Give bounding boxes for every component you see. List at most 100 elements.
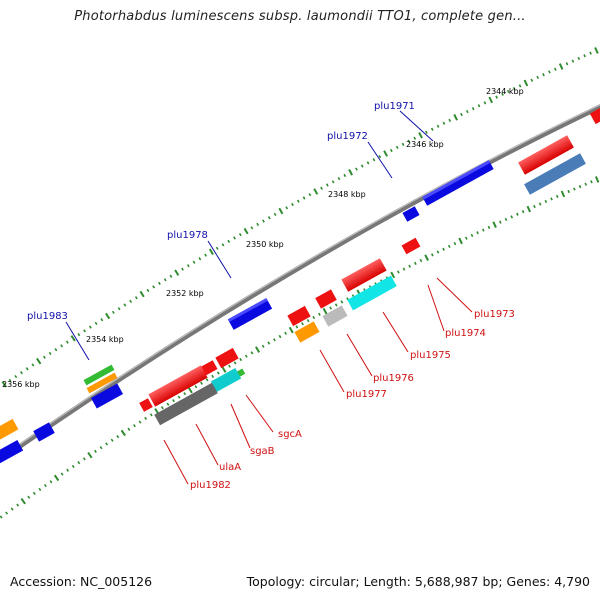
outer-major-tick [243,227,249,235]
gene-small-forward-1[interactable] [402,206,420,222]
outer-minor-tick [518,84,522,88]
callout-lines [65,110,473,485]
inner-minor-tick [481,228,485,232]
outer-minor-tick [430,127,434,131]
outer-minor-tick [262,219,265,223]
inner-major-tick [187,386,193,394]
inner-minor-tick [555,194,559,199]
inner-major-tick [221,366,227,373]
gene-plu1983-feature[interactable] [90,383,124,409]
inner-minor-tick [38,487,42,492]
inner-minor-tick [127,427,131,431]
inner-major-tick [87,451,93,459]
gene-label-plu1974[interactable]: plu1974 [445,328,486,339]
gene-plu1973-feature[interactable] [401,237,421,255]
outer-minor-tick [192,260,196,264]
gene-label-plu1983[interactable]: plu1983 [27,311,68,322]
outer-minor-tick [366,161,370,165]
gene-orange-forward[interactable] [86,372,118,394]
outer-minor-tick [308,193,312,197]
gene-steelblue-topright[interactable] [524,153,586,195]
outer-minor-tick [401,142,405,146]
outer-minor-tick [14,374,18,379]
outer-major-tick [558,63,564,70]
gene-plu1975-feature[interactable] [341,258,387,292]
map-title: Photorhabdus luminescens subsp. laumondi… [74,9,526,24]
inner-minor-tick [470,233,474,238]
outer-minor-tick [233,236,236,240]
inner-minor-tick [464,236,468,240]
outer-minor-tick [436,124,440,128]
gene-red-tiny[interactable] [139,398,153,412]
gene-plu1974-feature[interactable] [347,275,397,311]
gene-red-topright[interactable] [518,135,574,175]
gene-plu1978-feature[interactable] [227,298,273,330]
inner-tick-marks [0,176,600,519]
inner-major-tick [53,474,60,482]
outer-minor-tick [343,173,347,178]
inner-minor-tick [521,210,525,214]
outer-major-tick [313,188,319,195]
gene-label-plu1977[interactable]: plu1977 [346,389,387,400]
inner-minor-tick [228,364,231,368]
gene-label-plu1976[interactable]: plu1976 [373,373,414,384]
gene-label-plu1972[interactable]: plu1972 [327,131,368,142]
gene-plu1971-feature[interactable] [422,160,494,206]
outer-major-tick [174,269,180,276]
gene-gray-small[interactable] [322,305,348,327]
outer-minor-tick [395,145,399,149]
outer-major-tick [453,114,458,121]
gene-label-plu1971[interactable]: plu1971 [374,101,415,112]
gene-green-forward[interactable] [83,364,115,386]
outer-major-tick [523,79,529,87]
outer-minor-tick [48,351,52,356]
inner-minor-tick [250,351,254,355]
gene-ulaA-feature[interactable] [154,382,218,426]
gene-plu1977-feature[interactable] [294,321,320,343]
inner-minor-tick [183,392,187,396]
inner-minor-tick [487,225,491,230]
outer-minor-tick [111,310,115,314]
outer-minor-tick [302,196,306,200]
inner-minor-tick [504,217,508,222]
inner-minor-tick [318,312,321,316]
gene-sgcA-feature[interactable] [215,347,239,369]
inner-minor-tick [312,315,316,320]
outer-major-tick [418,131,423,139]
outer-minor-tick [495,95,498,99]
gene-blue-edge[interactable] [0,439,24,465]
gene-label-plu1982[interactable]: plu1982 [190,480,231,491]
outer-minor-tick [589,51,592,55]
inner-minor-tick [430,253,434,257]
inner-minor-tick [267,341,271,345]
gene-sgaB-feature[interactable] [210,367,242,393]
gene-orange-edge[interactable] [0,418,19,442]
gene-plu1976-feature[interactable] [315,289,337,309]
gene-label-ulaA[interactable]: ulaA [219,462,241,473]
gene-red-mid[interactable] [200,360,218,376]
gene-red-small-2[interactable] [287,305,311,327]
gene-label-plu1978[interactable]: plu1978 [167,230,208,241]
gene-blue-left[interactable] [33,422,55,442]
inner-minor-tick [584,182,588,186]
inner-minor-tick [301,322,304,326]
gene-plu1982-feature[interactable] [148,365,208,407]
inner-minor-tick [166,402,170,406]
inner-minor-tick [453,242,457,246]
gene-label-sgcA[interactable]: sgcA [278,429,302,440]
inner-major-tick [20,498,26,505]
inner-minor-tick [284,331,287,335]
gene-label-plu1975[interactable]: plu1975 [410,350,451,361]
genome-summary-text: Topology: circular; Length: 5,688,987 bp… [246,574,590,589]
outer-minor-tick [215,246,219,250]
inner-minor-tick [340,300,344,304]
inner-major-tick [458,237,463,245]
inner-minor-tick [82,457,86,461]
gene-red-edge[interactable] [589,107,600,125]
inner-minor-tick [27,495,31,499]
outer-minor-tick [285,206,289,210]
outer-minor-tick [100,318,104,322]
gene-label-sgaB[interactable]: sgaB [250,446,275,457]
gene-label-plu1973[interactable]: plu1973 [474,309,515,320]
